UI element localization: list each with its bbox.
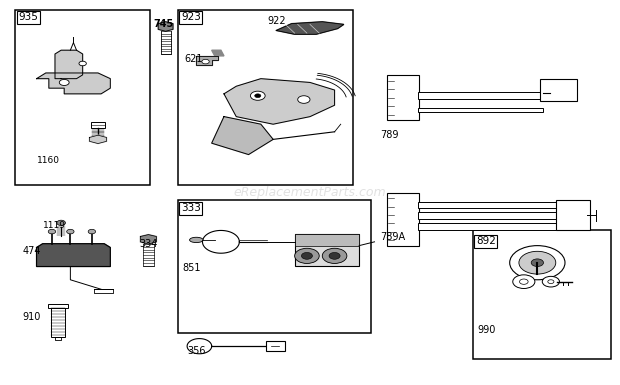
Circle shape <box>48 229 56 234</box>
Polygon shape <box>276 22 344 34</box>
Polygon shape <box>140 234 156 244</box>
Circle shape <box>519 251 556 274</box>
Bar <box>387 192 418 246</box>
Bar <box>266 341 285 351</box>
Text: 935: 935 <box>18 12 38 22</box>
Text: 333: 333 <box>181 203 201 213</box>
Text: 892: 892 <box>476 236 496 246</box>
Circle shape <box>520 279 528 285</box>
Bar <box>473 231 611 360</box>
Text: eReplacementParts.com: eReplacementParts.com <box>234 186 386 199</box>
Bar <box>48 304 68 308</box>
Circle shape <box>298 96 310 103</box>
Text: 1160: 1160 <box>37 156 60 166</box>
Polygon shape <box>55 50 82 79</box>
Polygon shape <box>158 22 173 31</box>
Circle shape <box>301 253 312 259</box>
Circle shape <box>79 61 86 66</box>
Circle shape <box>202 59 209 64</box>
Text: 910: 910 <box>22 312 41 322</box>
Bar <box>541 79 577 101</box>
Circle shape <box>294 248 319 263</box>
Text: 851: 851 <box>182 263 201 273</box>
Polygon shape <box>211 117 273 154</box>
Circle shape <box>60 79 69 85</box>
Text: 621: 621 <box>184 54 203 64</box>
Bar <box>294 234 359 246</box>
Bar <box>178 10 353 185</box>
Text: 334: 334 <box>139 239 157 249</box>
Text: 1119: 1119 <box>43 221 66 230</box>
Polygon shape <box>211 50 224 56</box>
Bar <box>91 122 105 128</box>
Circle shape <box>531 259 544 266</box>
Text: 922: 922 <box>267 16 286 26</box>
Polygon shape <box>89 135 107 144</box>
Polygon shape <box>197 56 218 65</box>
Bar <box>417 212 559 219</box>
Text: 789A: 789A <box>381 232 405 242</box>
Bar <box>417 223 559 230</box>
Bar <box>15 10 150 185</box>
Text: 356: 356 <box>187 346 206 356</box>
Circle shape <box>250 91 265 100</box>
Bar <box>417 202 559 208</box>
Circle shape <box>57 220 66 226</box>
Bar <box>387 75 418 121</box>
Polygon shape <box>224 79 335 124</box>
Polygon shape <box>37 244 110 266</box>
Circle shape <box>88 229 95 234</box>
Circle shape <box>542 276 559 287</box>
Circle shape <box>255 94 261 98</box>
Ellipse shape <box>190 237 203 243</box>
Circle shape <box>329 253 340 259</box>
Text: 474: 474 <box>22 246 41 256</box>
Bar <box>294 234 359 266</box>
Circle shape <box>67 229 74 234</box>
Bar <box>556 200 590 231</box>
Bar <box>417 92 544 99</box>
Text: 923: 923 <box>181 12 201 22</box>
Polygon shape <box>37 73 110 94</box>
Bar <box>51 306 66 337</box>
Circle shape <box>510 246 565 280</box>
Circle shape <box>513 275 535 288</box>
Text: 745: 745 <box>153 19 174 29</box>
Text: 789: 789 <box>381 130 399 140</box>
Circle shape <box>322 248 347 263</box>
Circle shape <box>548 280 554 284</box>
Bar <box>178 200 371 333</box>
Bar <box>417 107 544 112</box>
Text: 990: 990 <box>477 325 495 335</box>
